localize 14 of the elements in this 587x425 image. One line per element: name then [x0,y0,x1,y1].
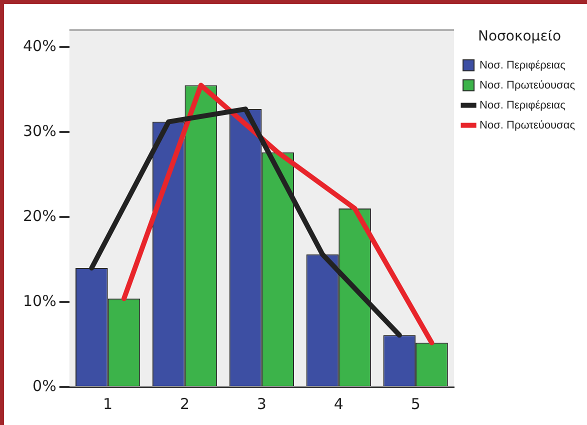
x-tick-label: 1 [103,394,113,413]
legend-label: Νοσ. Περιφέρειας [480,59,566,72]
legend-label: Νοσ. Περιφέρειας [480,99,566,112]
x-tick-label: 2 [180,394,190,413]
x-tick-label: 4 [334,394,344,413]
y-tick-label: 10% [22,292,56,310]
x-tick-label: 5 [410,394,420,413]
y-tick-label: 0% [32,376,56,395]
x-tick-label: 3 [256,394,266,413]
legend-label: Νοσ. Πρωτεύουσας [480,79,576,92]
y-tick-label: 30% [22,122,56,140]
y-tick-label: 40% [22,36,56,55]
legend-label: Νοσ. Πρωτεύουσας [480,119,576,132]
y-tick-label: 20% [22,206,56,225]
